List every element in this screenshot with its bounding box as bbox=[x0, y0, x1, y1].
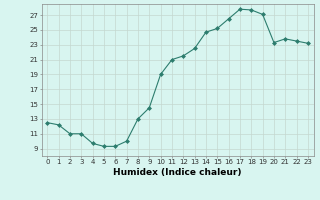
X-axis label: Humidex (Indice chaleur): Humidex (Indice chaleur) bbox=[113, 168, 242, 177]
